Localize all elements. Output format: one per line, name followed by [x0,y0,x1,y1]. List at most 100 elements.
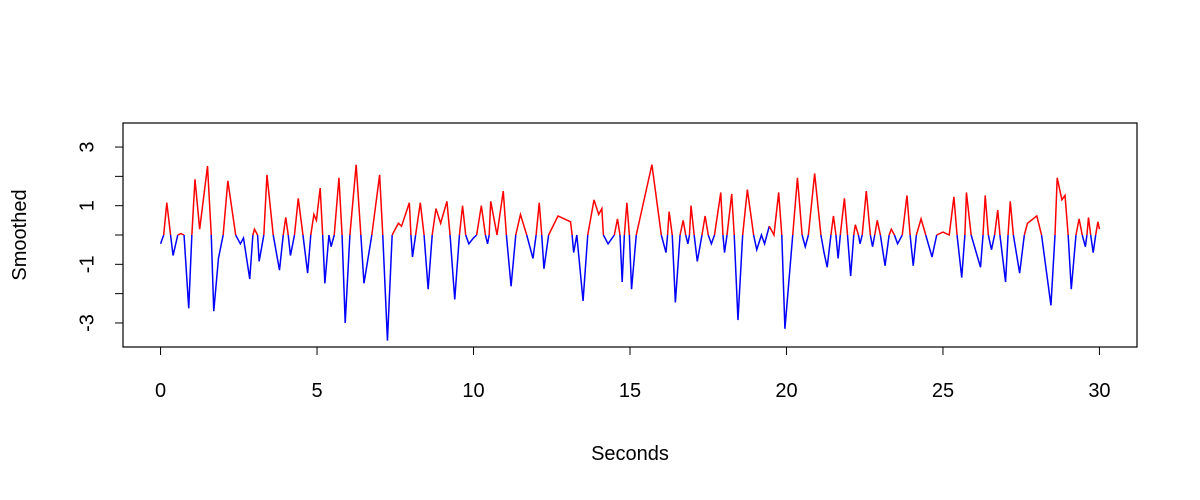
signal-line [1094,221,1101,236]
signal-line [391,202,412,236]
signal-line [272,234,284,271]
signal-line [360,234,373,284]
signal-line [671,234,681,303]
signal-line [423,234,433,290]
signal-line [475,205,487,236]
signal-line [210,234,224,312]
x-axis-label: Seconds [591,443,669,465]
signal-line [893,234,903,246]
y-tick-label: -1 [76,255,98,273]
signal-line [293,198,304,236]
signal-line [741,189,755,236]
x-tick-label: 30 [1088,380,1110,402]
signal-line [987,234,996,250]
signal-line [660,234,669,253]
signal-line [458,205,467,236]
signal-line [1012,234,1026,274]
x-tick-label: 0 [155,380,166,402]
signal-line [874,220,882,236]
signal-line [191,166,213,236]
signal-line [688,205,695,236]
signal-line [1040,234,1056,306]
signal-line [781,234,794,329]
signal-line [321,234,335,284]
signal-line [752,226,770,253]
signal-line [684,234,691,244]
y-tick-label: 1 [76,200,98,211]
signal-line [488,190,508,236]
signal-line [235,234,254,280]
y-tick-label: 3 [76,141,98,152]
signal-line [901,195,911,236]
signal-line [1067,234,1077,290]
signal-line [791,177,803,236]
signal-line [302,234,312,274]
signal-line [915,216,927,236]
signal-line [162,202,172,236]
signal-line [801,234,810,250]
x-tick-label: 15 [619,380,641,402]
signal-line [382,234,393,341]
signal-line [956,234,966,278]
signal-line [970,234,984,268]
y-tick-label: -3 [76,314,98,332]
signal-line [835,234,842,259]
signal-line [410,234,417,258]
signal-line [925,234,938,258]
signal-line [722,234,728,253]
signal-line [701,215,709,236]
signal-line [177,232,185,236]
signal-line [693,234,703,262]
signal-line [256,234,265,262]
signal-line [628,234,638,290]
signal-line [1054,177,1069,236]
signal-line [733,234,744,321]
signal-line [679,220,687,236]
signal-line [613,218,621,236]
signal-line [484,234,490,244]
signal-line [619,234,626,282]
signal-line [846,234,855,277]
signal-line [341,234,351,324]
signal-line [602,234,615,246]
signal-line [964,192,972,236]
signal-line [830,215,837,236]
signal-line [159,234,165,245]
signal-line [1086,217,1092,236]
signal-line [635,164,663,236]
signal-line [1075,218,1083,236]
signal-line [879,234,890,266]
signal-line [1007,201,1015,236]
signal-line [505,234,517,287]
signal-line [909,234,918,266]
signal-line [861,190,872,236]
signal-line [713,192,724,236]
signal-line [333,177,343,236]
signal-line [252,227,259,236]
signal-line [982,195,990,236]
signal-line [310,188,324,236]
signal-line [1023,214,1043,236]
x-tick-label: 20 [775,380,797,402]
signal-line [1081,234,1088,247]
signal-line [1089,234,1097,253]
signal-line [853,224,860,236]
signal-line [726,193,735,236]
signal-line [993,209,1001,236]
x-tick-label: 5 [311,380,322,402]
signal-line [807,173,822,236]
signal-line [183,234,193,309]
signal-line [571,234,589,302]
signal-line [707,234,716,247]
signal-line [820,234,832,268]
signal-line [349,164,362,236]
signal-line [540,234,550,269]
signal-line [623,202,631,236]
signal-line [999,234,1009,282]
signal-line [282,217,289,236]
signal-line [839,198,849,236]
signal-line [768,192,783,238]
signal-line [371,174,384,236]
x-tick-label: 10 [462,380,484,402]
